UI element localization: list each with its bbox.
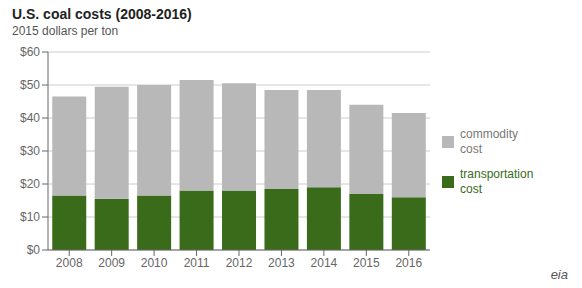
svg-text:2013: 2013: [268, 256, 295, 270]
html-text:cost: cost: [460, 182, 482, 196]
html-text:commodity: commodity: [460, 127, 518, 141]
html-text:2015 dollars per ton: 2015 dollars per ton: [12, 24, 119, 38]
svg-text:2015: 2015: [353, 256, 380, 270]
svg-text:$40: $40: [20, 111, 40, 125]
svg-text:2010: 2010: [141, 256, 168, 270]
html-text:transportation: transportation: [460, 167, 534, 181]
svg-text:$20: $20: [20, 177, 40, 191]
svg-text:2009: 2009: [98, 256, 125, 270]
svg-text:$30: $30: [20, 144, 40, 158]
svg-text:$0: $0: [27, 243, 41, 257]
svg-text:2008: 2008: [56, 256, 83, 270]
html-text:eia: eia: [550, 267, 568, 282]
svg-text:2011: 2011: [184, 256, 210, 270]
svg-text:$50: $50: [20, 78, 40, 92]
svg-text:$60: $60: [20, 45, 40, 59]
svg-text:2014: 2014: [311, 256, 338, 270]
html-text:cost: cost: [460, 142, 482, 156]
svg-text:2012: 2012: [226, 256, 253, 270]
html-text:U.S. coal costs (2008-2016): U.S. coal costs (2008-2016): [12, 6, 192, 22]
svg-text:$10: $10: [20, 210, 40, 224]
svg-text:2016: 2016: [395, 256, 422, 270]
